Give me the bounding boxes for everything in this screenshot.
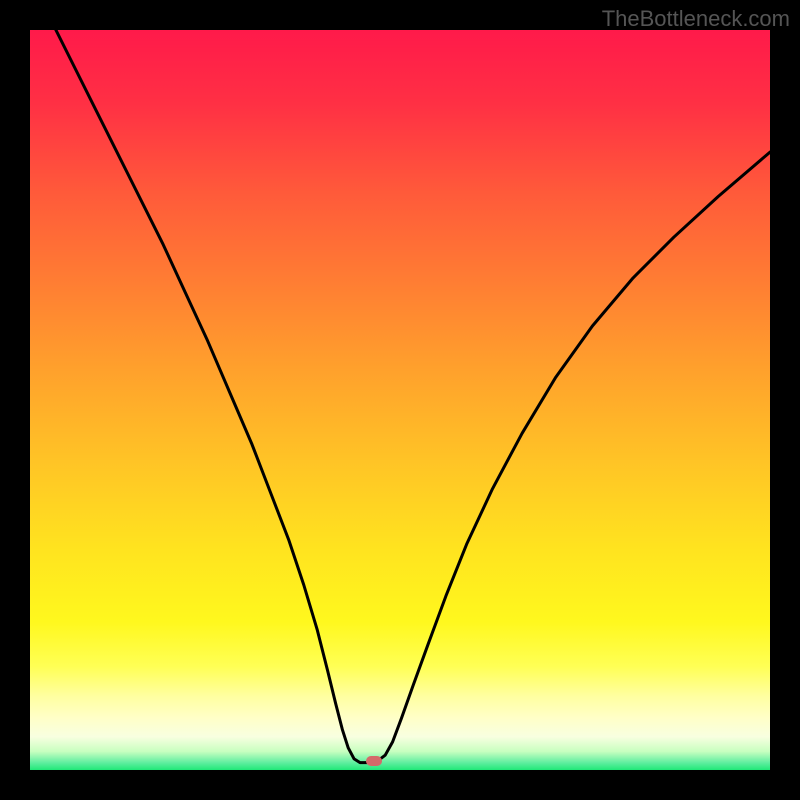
- plot-area: [30, 30, 770, 770]
- chart-frame: TheBottleneck.com: [0, 0, 800, 800]
- optimum-marker: [366, 756, 382, 766]
- watermark-text: TheBottleneck.com: [602, 6, 790, 32]
- bottleneck-curve: [30, 30, 770, 770]
